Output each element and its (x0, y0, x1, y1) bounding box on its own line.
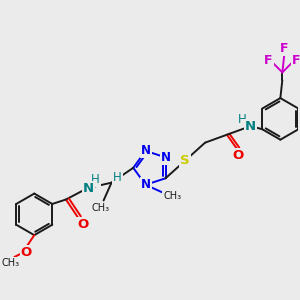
Text: S: S (181, 154, 190, 167)
Text: H: H (91, 173, 100, 186)
Text: CH₃: CH₃ (163, 191, 182, 201)
Text: N: N (160, 151, 170, 164)
Text: H: H (238, 113, 247, 126)
Text: O: O (77, 218, 88, 231)
Text: F: F (264, 54, 273, 67)
Text: F: F (292, 54, 300, 67)
Text: CH₃: CH₃ (2, 258, 20, 268)
Text: O: O (232, 149, 243, 162)
Text: N: N (245, 120, 256, 133)
Text: F: F (280, 42, 289, 55)
Text: CH₃: CH₃ (92, 203, 110, 213)
Text: N: N (141, 144, 151, 158)
Text: N: N (83, 182, 94, 195)
Text: H: H (113, 171, 122, 184)
Text: O: O (21, 247, 32, 260)
Text: N: N (141, 178, 151, 191)
